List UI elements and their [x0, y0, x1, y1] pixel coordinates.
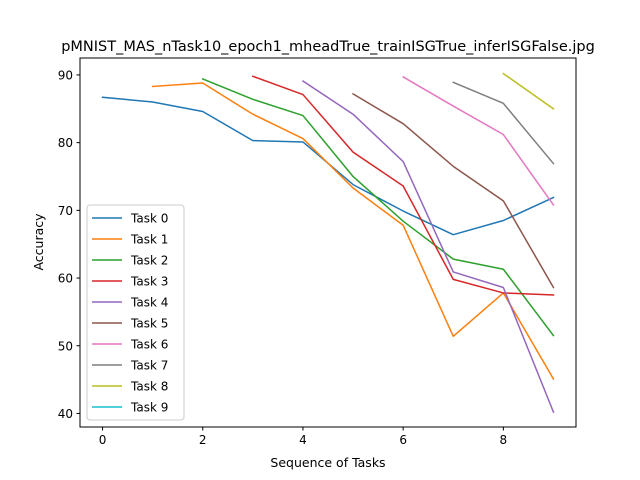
- legend: Task 0 Task 1 Task 2 Task 3 Task 4 Task 5 Task…: [86, 204, 185, 421]
- plot-frame: [79, 57, 577, 428]
- legend-label-task-1: Task 1: [130, 233, 168, 247]
- legend-label-task-6: Task 6: [130, 338, 168, 352]
- y-axis: 40 50 60 70 80 90: [58, 68, 80, 421]
- x-tick-label: 6: [399, 433, 407, 447]
- x-tick-label: 2: [199, 433, 207, 447]
- x-axis: 0 2 4 6 8: [99, 427, 507, 447]
- legend-label-task-4: Task 4: [130, 296, 168, 310]
- x-tick-label: 0: [99, 433, 107, 447]
- series-line-task-1: [151, 82, 555, 380]
- legend-label-task-5: Task 5: [130, 317, 168, 331]
- y-tick-label: 80: [58, 136, 73, 150]
- series-layer: [101, 72, 555, 414]
- series-line-task-5: [352, 92, 555, 289]
- chart-title: pMNIST_MAS_nTask10_epoch1_mheadTrue_trai…: [61, 39, 595, 55]
- y-tick-label: 40: [58, 407, 73, 421]
- y-axis-label: Accuracy: [31, 213, 46, 271]
- legend-box: [86, 204, 185, 421]
- x-tick-label: 4: [299, 433, 307, 447]
- legend-label-task-0: Task 0: [130, 212, 168, 226]
- legend-label-task-8: Task 8: [130, 380, 168, 394]
- legend-label-task-3: Task 3: [130, 275, 168, 289]
- legend-label-task-7: Task 7: [130, 359, 168, 373]
- series-line-task-8: [502, 72, 555, 110]
- series-line-task-3: [251, 75, 555, 296]
- x-axis-label: Sequence of Tasks: [270, 455, 385, 470]
- y-tick-label: 50: [58, 339, 73, 353]
- y-tick-label: 60: [58, 272, 73, 286]
- series-line-task-7: [452, 81, 555, 165]
- x-tick-label: 8: [500, 433, 508, 447]
- series-line-task-4: [301, 79, 555, 414]
- legend-label-task-2: Task 2: [130, 254, 168, 268]
- y-tick-label: 90: [58, 68, 73, 82]
- y-tick-label: 70: [58, 204, 73, 218]
- series-line-task-6: [402, 75, 555, 206]
- legend-label-task-9: Task 9: [130, 401, 168, 415]
- series-line-task-2: [201, 78, 555, 337]
